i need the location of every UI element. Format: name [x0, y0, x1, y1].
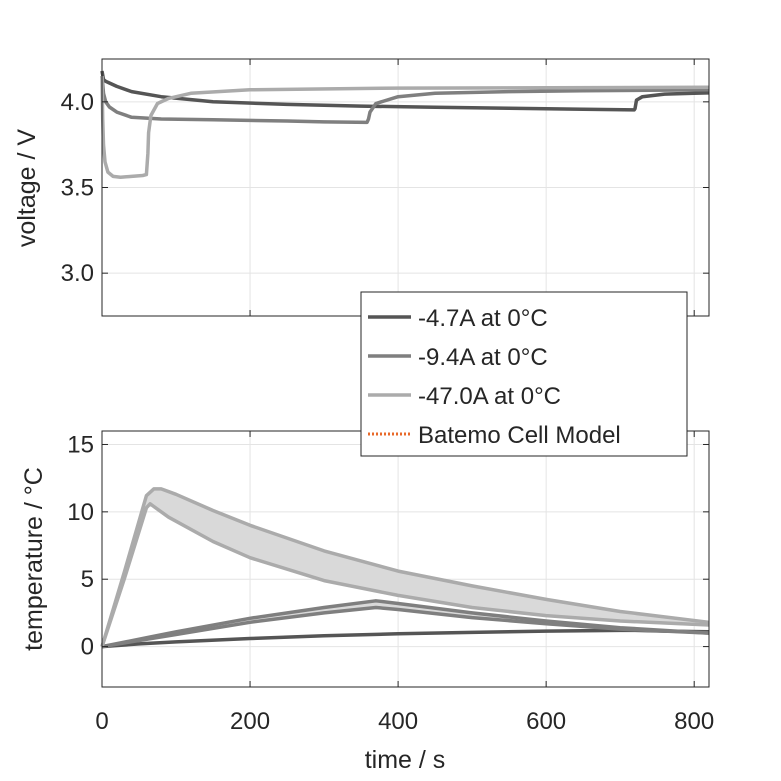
y-tick-label-0: 3.0: [61, 260, 94, 287]
voltage-y-axis-label: voltage / V: [13, 129, 41, 247]
time-x-axis-label: time / s: [365, 746, 446, 774]
voltage-plot: 3.0 3.5 4.0 voltage / V: [13, 58, 710, 317]
voltage-y-ticks: 3.0 3.5 4.0: [61, 89, 94, 287]
legend-label-3: Batemo Cell Model: [418, 422, 621, 449]
legend-label-2: -47.0A at 0°C: [418, 383, 561, 410]
temperature-series-line-2: [101, 605, 710, 649]
voltage-series-line-2: [100, 76, 710, 179]
voltage-series-line-0: [100, 70, 710, 112]
legend-box: [360, 291, 688, 457]
x-tick-label-1: 200: [230, 708, 270, 735]
temperature-series-line-3: [100, 487, 710, 648]
y-tick-label-2: 10: [67, 499, 94, 526]
voltage-series: [100, 70, 710, 179]
temperature-y-ticks: 0 5 10 15: [67, 431, 94, 660]
temperature-plot: 0 5 10 15 0 200 400 600 800 temperature / °C ti…: [20, 430, 714, 774]
y-tick-label-1: 3.5: [61, 175, 94, 202]
x-tick-label-4: 800: [674, 708, 714, 735]
temperature-plot-frame: [102, 431, 709, 687]
legend-label-0: -4.7A at 0°C: [418, 305, 548, 332]
temperature-series-line-1: [101, 599, 710, 649]
x-tick-label-3: 600: [526, 708, 566, 735]
y-tick-label-0: 0: [81, 634, 94, 661]
time-x-ticks: 0 200 400 600 800: [95, 708, 714, 735]
temperature-series-line-4: [100, 502, 710, 648]
y-tick-label-1: 5: [81, 566, 94, 593]
legend-label-1: -9.4A at 0°C: [418, 344, 548, 371]
x-tick-label-2: 400: [378, 708, 418, 735]
temperature-y-axis-label: temperature / °C: [20, 467, 48, 651]
y-tick-label-3: 15: [67, 431, 94, 458]
x-tick-label-0: 0: [95, 708, 108, 735]
legend: -4.7A at 0°C -9.4A at 0°C -47.0A at 0°C Bat…: [360, 291, 688, 457]
y-tick-label-2: 4.0: [61, 89, 94, 116]
voltage-series-line-1: [100, 75, 710, 125]
temperature-series: [100, 487, 710, 649]
